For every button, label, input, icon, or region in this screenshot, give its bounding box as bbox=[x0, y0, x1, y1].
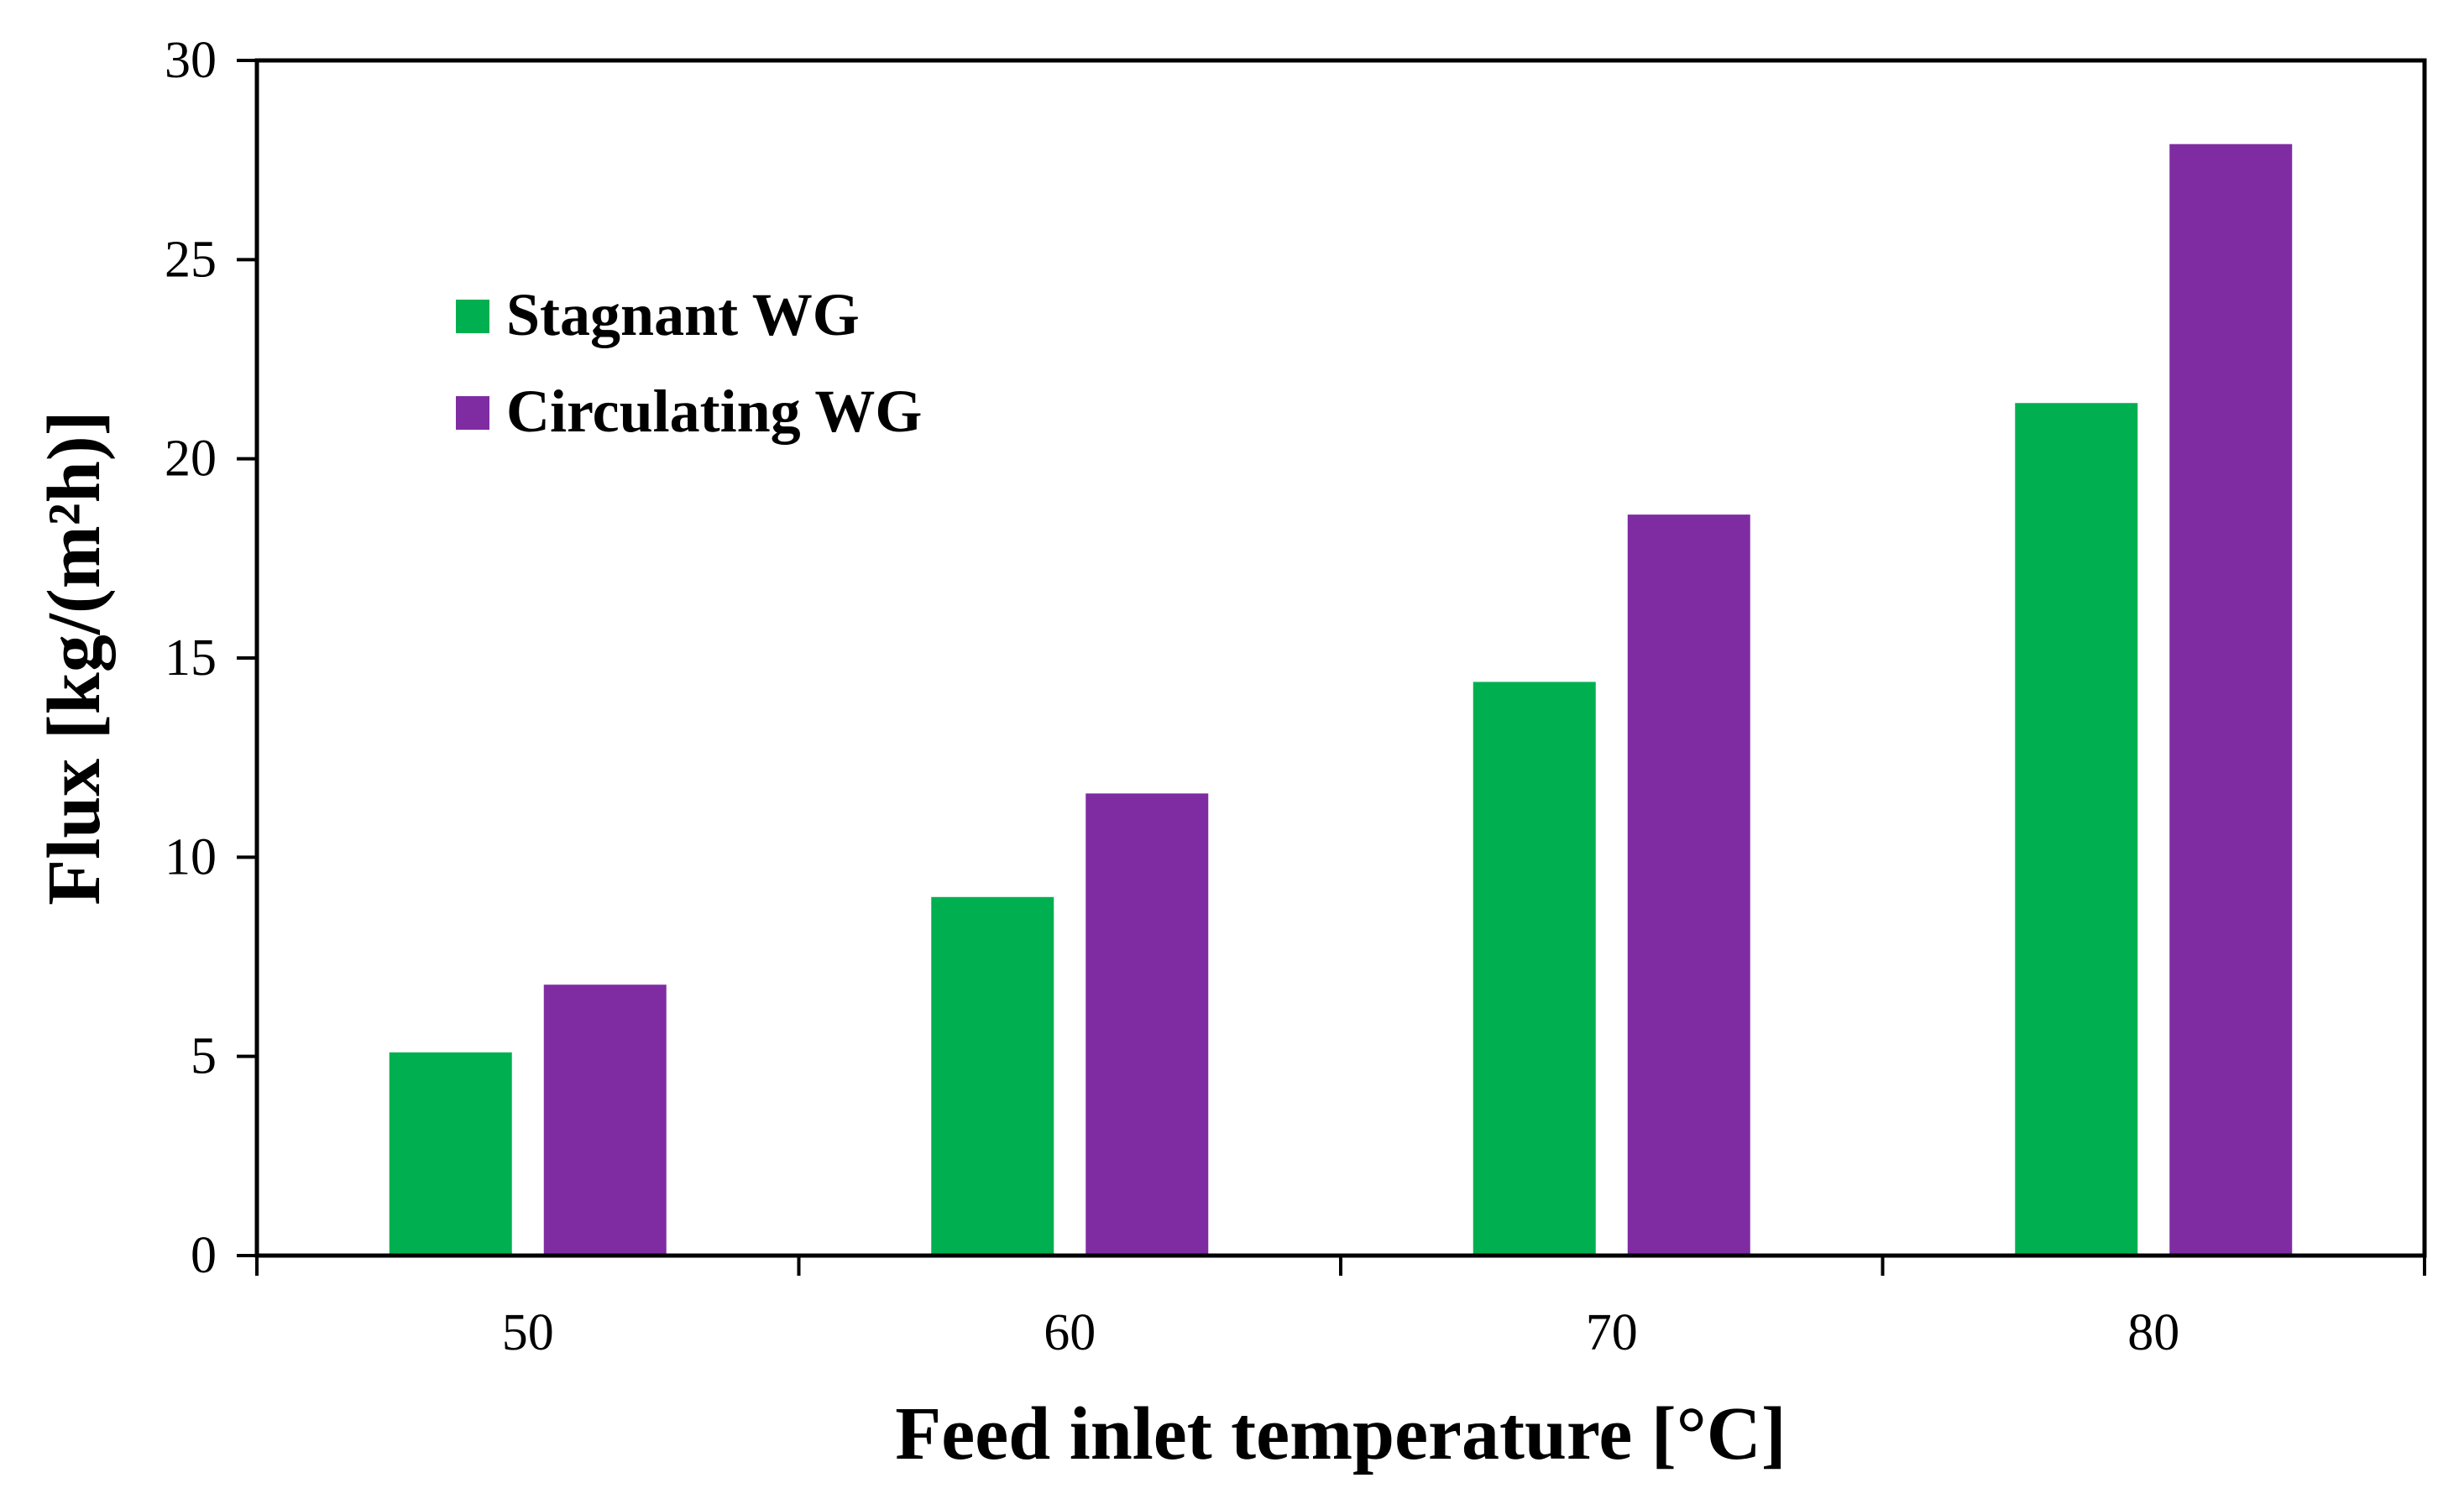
flux-bar-chart: 0 5 10 15 20 25 30 50 60 70 80 Flux [kg/(m²h)] Fe… bbox=[0, 0, 2464, 1504]
bar-circulating-wg-60 bbox=[1086, 793, 1208, 1256]
y-tick-label: 0 bbox=[191, 1227, 217, 1284]
y-tick-label: 5 bbox=[191, 1028, 217, 1085]
legend-label-circulating-wg: Circulating WG bbox=[506, 378, 922, 445]
bar-circulating-wg-50 bbox=[544, 984, 667, 1256]
x-tick-label: 80 bbox=[2127, 1304, 2179, 1361]
legend-swatch-stagnant-wg bbox=[456, 300, 489, 333]
x-axis-title: Feed inlet temperature [°C] bbox=[895, 1392, 1786, 1475]
x-tick-label: 50 bbox=[502, 1304, 554, 1361]
bar-stagnant-wg-70 bbox=[1473, 682, 1596, 1256]
legend-swatch-circulating-wg bbox=[456, 396, 489, 430]
x-tick-label: 60 bbox=[1044, 1304, 1096, 1361]
y-axis-title: Flux [kg/(m²h)] bbox=[33, 410, 116, 905]
bar-stagnant-wg-50 bbox=[390, 1052, 512, 1256]
y-tick-label: 15 bbox=[165, 629, 217, 687]
x-tick-label: 70 bbox=[1586, 1304, 1638, 1361]
y-tick-label: 10 bbox=[165, 828, 217, 885]
y-tick-label: 25 bbox=[165, 231, 217, 288]
legend-label-stagnant-wg: Stagnant WG bbox=[506, 281, 860, 348]
bar-stagnant-wg-60 bbox=[931, 897, 1054, 1256]
bar-circulating-wg-70 bbox=[1628, 514, 1750, 1256]
y-tick-label: 30 bbox=[165, 32, 217, 89]
bar-stagnant-wg-80 bbox=[2015, 403, 2137, 1256]
y-tick-label: 20 bbox=[165, 431, 217, 488]
bar-circulating-wg-80 bbox=[2169, 144, 2292, 1256]
